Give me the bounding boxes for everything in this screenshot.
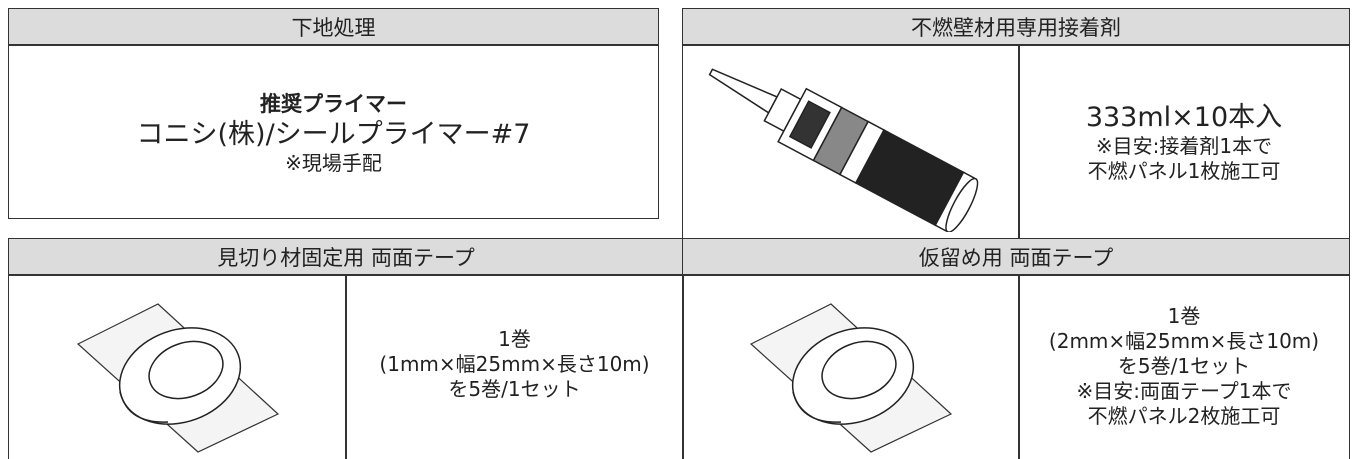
spec-line: (2mm×幅25mm×長さ10m) bbox=[1048, 328, 1320, 353]
product-name: コニシ(株)/シールプライマー#7 bbox=[136, 118, 531, 150]
section-header: 下地処理 bbox=[8, 8, 659, 46]
spec-line: を5巻/1セット bbox=[1117, 353, 1251, 378]
image-cell bbox=[682, 274, 1020, 459]
text-cell: 1巻 (2mm×幅25mm×長さ10m) を5巻/1セット ※目安:両面テープ1… bbox=[1018, 274, 1350, 459]
text-cell: 333ml×10本入 ※目安:接着剤1本で 不燃パネル1枚施工可 bbox=[1018, 44, 1350, 240]
spec-line: を5巻/1セット bbox=[448, 376, 581, 401]
tape-icon bbox=[76, 303, 279, 453]
spec-line: 不燃パネル1枚施工可 bbox=[1087, 158, 1281, 183]
spec-line: 1巻 bbox=[498, 326, 531, 351]
spec-line: 1巻 bbox=[1167, 303, 1201, 328]
section-header: 仮留め用 両面テープ bbox=[682, 238, 1350, 276]
adhesive-tube-icon bbox=[708, 68, 979, 232]
spec-line: ※目安:両面テープ1本で bbox=[1076, 378, 1292, 403]
text-cell: 1巻 (1mm×幅25mm×長さ10m) を5巻/1セット bbox=[345, 274, 684, 459]
recommended-label: 推奨プライマー bbox=[260, 91, 407, 116]
primer-body: 推奨プライマー コニシ(株)/シールプライマー#7 ※現場手配 bbox=[8, 44, 659, 219]
spec-line: 不燃パネル2枚施工可 bbox=[1087, 403, 1281, 428]
note: ※現場手配 bbox=[285, 150, 382, 175]
spec-line: (1mm×幅25mm×長さ10m) bbox=[379, 351, 650, 376]
image-cell bbox=[8, 274, 347, 459]
tape-icon bbox=[749, 303, 953, 453]
spec-line: 333ml×10本入 bbox=[1085, 101, 1283, 133]
section-header: 不燃壁材用専用接着剤 bbox=[682, 8, 1350, 46]
section-header: 見切り材固定用 両面テープ bbox=[8, 238, 684, 276]
image-cell bbox=[682, 44, 1020, 240]
spec-line: ※目安:接着剤1本で bbox=[1095, 133, 1273, 158]
